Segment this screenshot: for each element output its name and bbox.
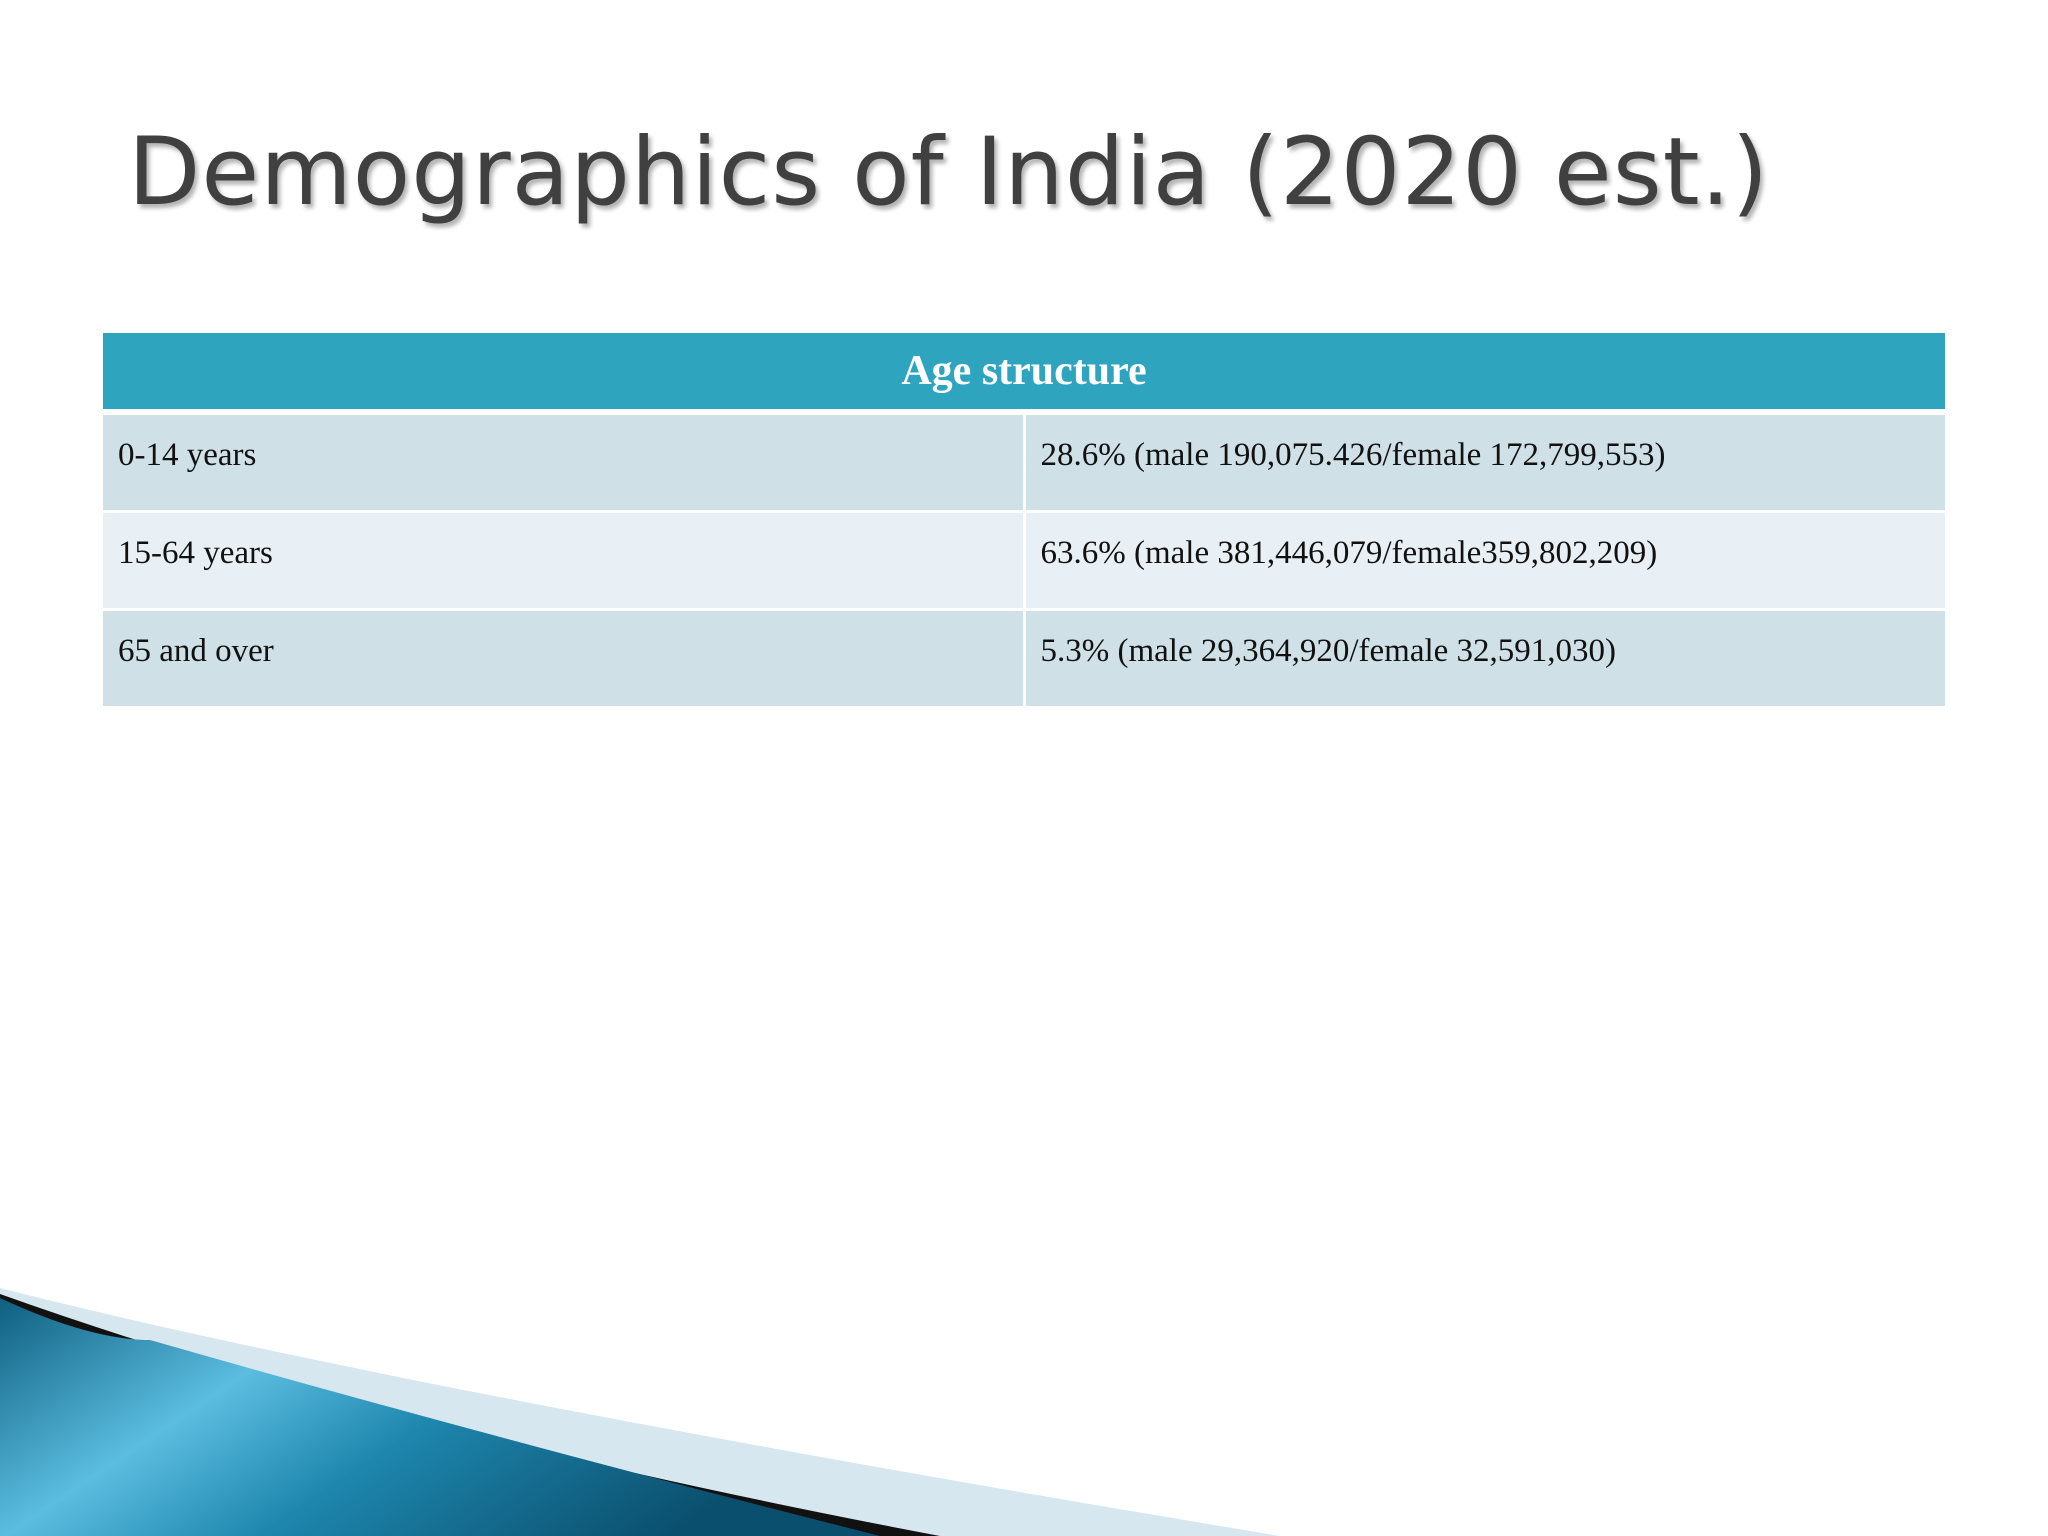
corner-swoosh-decoration [0, 1288, 1280, 1536]
slide-title: Demographics of India (2020 est.) [128, 118, 1770, 227]
population-cell: 28.6% (male 190,075.426/female 172,799,5… [1024, 412, 1946, 513]
population-cell: 63.6% (male 381,446,079/female359,802,20… [1024, 511, 1946, 611]
age-group-cell: 0-14 years [103, 412, 1026, 513]
age-group-cell: 65 and over [103, 609, 1026, 709]
table-row: 65 and over 5.3% (male 29,364,920/female… [103, 609, 1946, 709]
swoosh-blue-band [0, 1298, 880, 1536]
age-group-cell: 15-64 years [103, 511, 1026, 611]
population-cell: 5.3% (male 29,364,920/female 32,591,030) [1024, 609, 1946, 709]
table-header: Age structure [103, 333, 1946, 415]
table-header-row: Age structure [103, 333, 1946, 415]
table-row: 15-64 years 63.6% (male 381,446,079/fema… [103, 511, 1946, 611]
age-structure-table: Age structure 0-14 years 28.6% (male 190… [103, 333, 1946, 709]
table-row: 0-14 years 28.6% (male 190,075.426/femal… [103, 412, 1946, 513]
